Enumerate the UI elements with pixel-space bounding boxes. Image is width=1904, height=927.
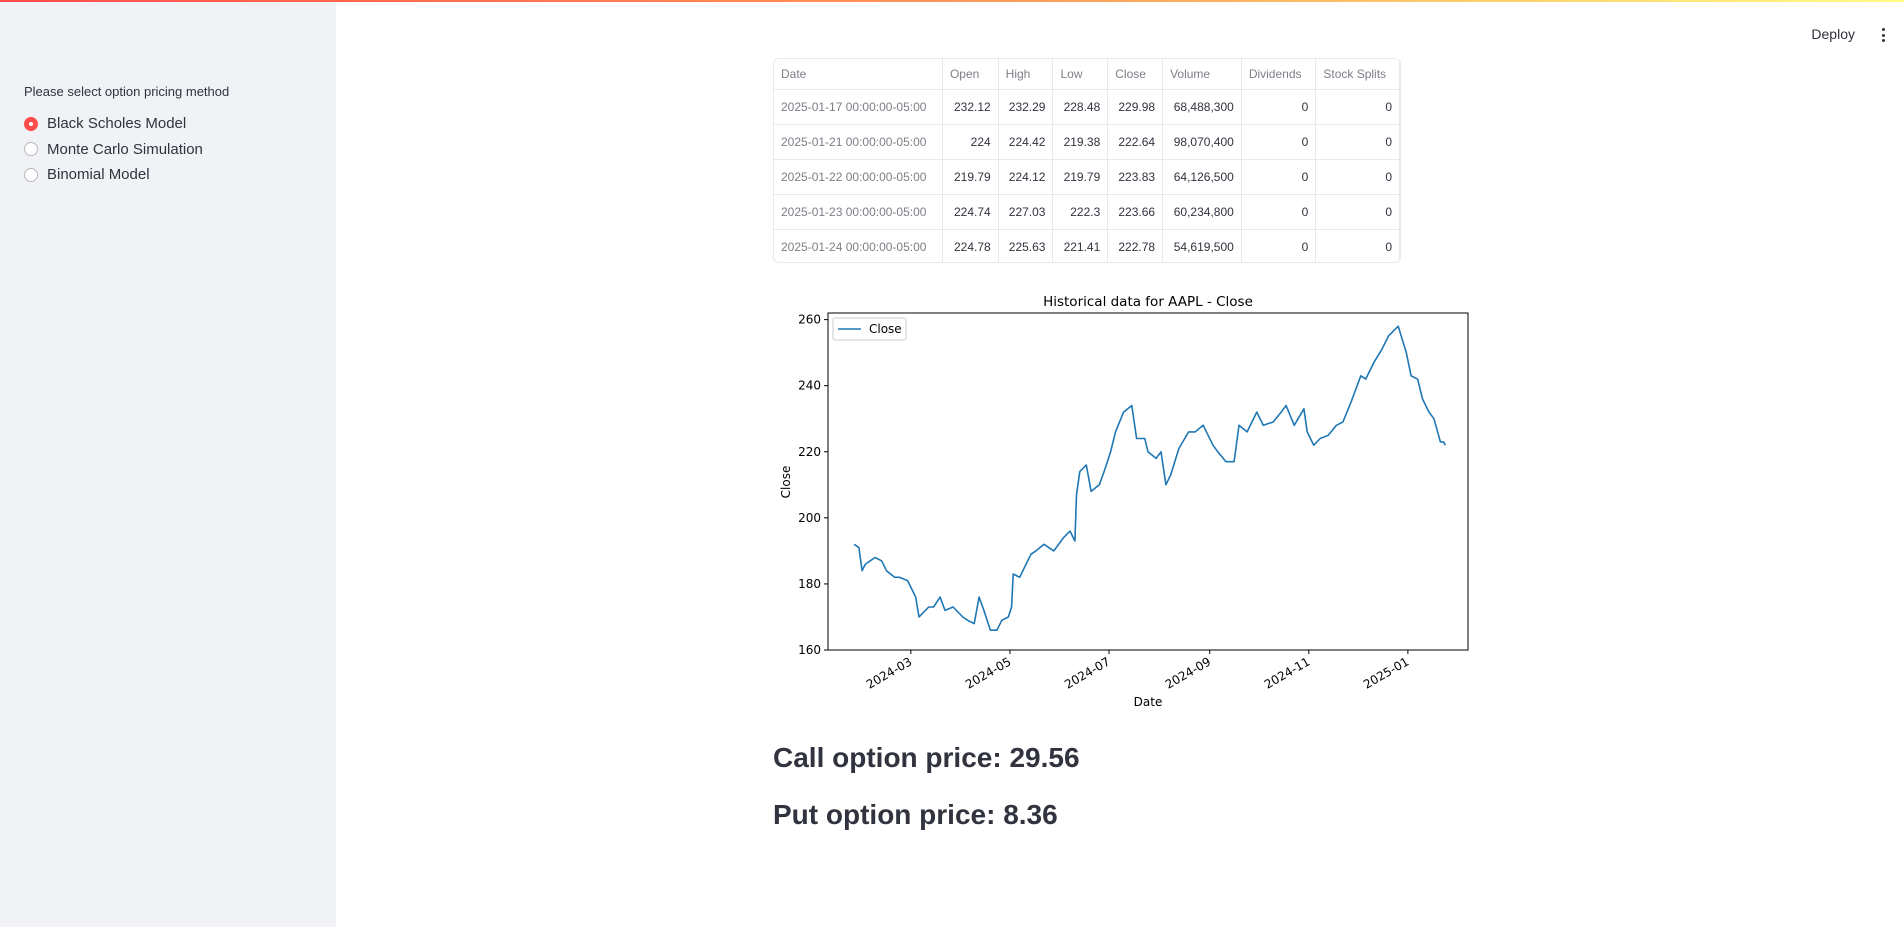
table-cell[interactable]: 0 (1241, 229, 1317, 262)
table-cell[interactable]: 219.79 (1052, 159, 1109, 195)
column-header-stock-splits[interactable]: Stock Splits (1315, 59, 1400, 90)
table-cell[interactable]: 225.63 (998, 229, 1054, 262)
table-cell-date[interactable]: 2025-01-23 00:00:00-05:00 (774, 194, 943, 230)
table-row: 2025-01-17 00:00:00-05:00 232.12 232.29 … (774, 89, 1400, 125)
call-option-price: Call option price: 29.56 (773, 742, 1080, 773)
x-tick-label: 2024-07 (1062, 654, 1112, 691)
sidebar: Please select option pricing method Blac… (0, 0, 336, 927)
more-vertical-icon[interactable] (1882, 28, 1886, 44)
table-cell[interactable]: 0 (1315, 194, 1400, 230)
legend-box (832, 317, 907, 341)
x-axis-ticks: 2024-03 2024-05 2024-07 2024-09 2024-11 2025-… (864, 650, 1411, 692)
x-tick-label: 2024-11 (1262, 654, 1312, 691)
close-series-line (853, 325, 1447, 631)
table-cell[interactable]: 0 (1241, 159, 1317, 195)
table-cell[interactable]: 54,619,500 (1162, 229, 1242, 262)
table-cell[interactable]: 68,488,300 (1162, 89, 1242, 125)
table-cell[interactable]: 224.12 (998, 159, 1054, 195)
historical-data-table[interactable]: Date Open High Low Close Volume Dividend… (773, 58, 1401, 263)
table-cell[interactable]: 64,126,500 (1162, 159, 1242, 195)
table-cell[interactable]: 224.74 (942, 194, 999, 230)
table-cell-date[interactable]: 2025-01-24 00:00:00-05:00 (774, 229, 943, 262)
x-tick-label: 2025-01 (1361, 654, 1411, 691)
y-tick-label: 260 (798, 313, 821, 327)
y-axis-ticks: 160 180 200 220 240 260 (798, 313, 828, 657)
column-header-close[interactable]: Close (1107, 59, 1164, 90)
y-tick-label: 160 (798, 643, 821, 657)
table-cell[interactable]: 0 (1315, 89, 1400, 125)
table-cell[interactable]: 224.78 (942, 229, 999, 262)
plot-area-frame (827, 312, 1469, 651)
pricing-method-radio-group: Black Scholes Model Monte Carlo Simulati… (24, 111, 203, 188)
radio-label: Black Scholes Model (47, 115, 187, 133)
pricing-method-label: Please select option pricing method (24, 84, 230, 99)
table-cell-date[interactable]: 2025-01-21 00:00:00-05:00 (774, 124, 943, 160)
table-row: 2025-01-23 00:00:00-05:00 224.74 227.03 … (774, 194, 1400, 230)
table-cell[interactable]: 227.03 (998, 194, 1054, 230)
top-decoration-bar (0, 0, 1904, 2)
x-tick-label: 2024-09 (1163, 654, 1213, 691)
table-cell[interactable]: 222.3 (1052, 194, 1109, 230)
radio-monte-carlo[interactable]: Monte Carlo Simulation (24, 137, 203, 163)
table-cell[interactable]: 229.98 (1107, 89, 1164, 125)
y-tick-label: 240 (798, 379, 821, 393)
table-cell[interactable]: 232.12 (942, 89, 999, 125)
y-axis-label: Close (779, 466, 793, 499)
table-cell[interactable]: 0 (1241, 194, 1317, 230)
radio-label: Monte Carlo Simulation (47, 140, 203, 158)
radio-unselected-icon[interactable] (24, 167, 38, 182)
table-row: 2025-01-24 00:00:00-05:00 224.78 225.63 … (774, 229, 1400, 262)
table-cell[interactable]: 0 (1241, 89, 1317, 125)
table-cell[interactable]: 222.78 (1107, 229, 1164, 262)
table-header-row: Date Open High Low Close Volume Dividend… (774, 59, 1400, 90)
put-option-price: Put option price: 8.36 (773, 799, 1058, 830)
radio-unselected-icon[interactable] (24, 142, 38, 157)
table-cell[interactable]: 98,070,400 (1162, 124, 1242, 160)
radio-selected-icon[interactable] (24, 116, 38, 131)
column-header-volume[interactable]: Volume (1162, 59, 1242, 90)
column-header-date[interactable]: Date (774, 59, 943, 90)
y-tick-label: 220 (798, 445, 821, 459)
table-cell[interactable]: 224 (942, 124, 999, 160)
x-tick-label: 2024-05 (963, 654, 1013, 691)
legend-label: Close (869, 322, 902, 336)
column-header-low[interactable]: Low (1052, 59, 1109, 90)
radio-binomial[interactable]: Binomial Model (24, 162, 203, 188)
table-cell[interactable]: 0 (1315, 124, 1400, 160)
column-header-high[interactable]: High (998, 59, 1054, 90)
deploy-button[interactable]: Deploy (1811, 26, 1855, 42)
table-cell[interactable]: 0 (1315, 229, 1400, 262)
chart-title: Historical data for AAPL - Close (1043, 294, 1253, 310)
radio-black-scholes[interactable]: Black Scholes Model (24, 111, 203, 137)
table-cell[interactable]: 0 (1241, 124, 1317, 160)
y-tick-label: 200 (798, 511, 821, 525)
table-cell[interactable]: 224.42 (998, 124, 1054, 160)
column-header-open[interactable]: Open (942, 59, 999, 90)
y-tick-label: 180 (798, 577, 821, 591)
table-row: 2025-01-22 00:00:00-05:00 219.79 224.12 … (774, 159, 1400, 195)
close-price-chart: Historical data for AAPL - Close 160 180 2… (773, 288, 1473, 718)
table-cell[interactable]: 219.38 (1052, 124, 1109, 160)
column-header-dividends[interactable]: Dividends (1241, 59, 1317, 90)
table-cell[interactable]: 60,234,800 (1162, 194, 1242, 230)
table-cell[interactable]: 223.66 (1107, 194, 1164, 230)
table-row: 2025-01-21 00:00:00-05:00 224 224.42 219… (774, 124, 1400, 160)
table-cell[interactable]: 0 (1315, 159, 1400, 195)
table-cell-date[interactable]: 2025-01-22 00:00:00-05:00 (774, 159, 943, 195)
x-axis-label: Date (1134, 695, 1163, 709)
chart-canvas: Historical data for AAPL - Close 160 180 2… (779, 294, 1469, 709)
table-cell[interactable]: 221.41 (1052, 229, 1109, 262)
table-cell[interactable]: 219.79 (942, 159, 999, 195)
table-cell[interactable]: 222.64 (1107, 124, 1164, 160)
table-cell-date[interactable]: 2025-01-17 00:00:00-05:00 (774, 89, 943, 125)
chart-legend: Close (832, 317, 907, 341)
x-tick-label: 2024-03 (864, 654, 914, 691)
table-cell[interactable]: 223.83 (1107, 159, 1164, 195)
table-cell[interactable]: 232.29 (998, 89, 1054, 125)
table-cell[interactable]: 228.48 (1052, 89, 1109, 125)
radio-label: Binomial Model (47, 166, 150, 184)
